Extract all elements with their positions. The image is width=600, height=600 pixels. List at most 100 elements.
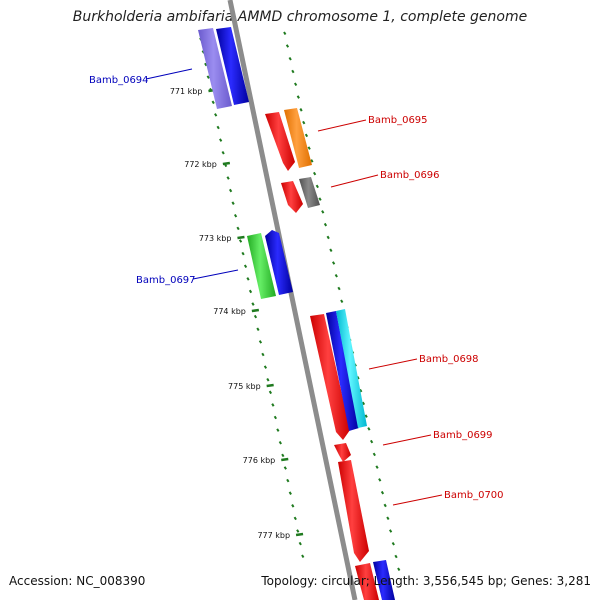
gene-bamb-0696-bar bbox=[281, 181, 303, 213]
leader-line bbox=[330, 174, 379, 188]
kbp-label: 773 kbp bbox=[199, 234, 232, 243]
left-tick bbox=[296, 529, 300, 533]
gene-bamb-0696-part bbox=[299, 177, 320, 208]
gene-label-bamb_0698: Bamb_0698 bbox=[419, 354, 479, 365]
major-tick bbox=[237, 235, 245, 240]
leader-line bbox=[145, 68, 193, 80]
left-tick bbox=[246, 277, 250, 281]
left-tick bbox=[281, 453, 285, 458]
major-tick bbox=[281, 457, 289, 462]
gene-bamb-0697-bar bbox=[265, 230, 293, 295]
kbp-label: 774 kbp bbox=[213, 307, 246, 316]
gene-label-bamb_0695: Bamb_0695 bbox=[368, 115, 428, 126]
left-tick bbox=[214, 113, 218, 117]
map-title: Burkholderia ambifaria AMMD chromosome 1… bbox=[72, 9, 528, 25]
leader-line bbox=[382, 434, 432, 446]
tick-marks bbox=[199, 31, 401, 572]
gene-features bbox=[198, 27, 395, 600]
right-tick bbox=[331, 261, 336, 265]
backbone-line bbox=[227, 0, 358, 600]
kbp-label: 772 kbp bbox=[184, 160, 217, 169]
gene-label-bamb_0697: Bamb_0697 bbox=[136, 275, 196, 286]
gene-bamb-0694-part bbox=[198, 28, 232, 109]
kbp-label: 771 kbp bbox=[170, 87, 203, 96]
right-tick bbox=[307, 146, 311, 150]
right-tick bbox=[302, 120, 306, 125]
right-tick bbox=[334, 273, 338, 278]
kbp-label: 776 kbp bbox=[243, 456, 276, 465]
left-tick bbox=[261, 352, 265, 357]
gene-label-bamb_0694: Bamb_0694 bbox=[89, 75, 149, 86]
label-leaders bbox=[145, 68, 443, 506]
right-tick bbox=[312, 171, 317, 176]
major-tick bbox=[222, 161, 231, 166]
left-tick bbox=[291, 504, 295, 508]
gene-label-bamb_0700: Bamb_0700 bbox=[444, 490, 504, 501]
left-tick bbox=[226, 176, 230, 180]
left-tick bbox=[283, 466, 287, 470]
gene-next-bar bbox=[355, 563, 379, 600]
right-tick bbox=[304, 133, 309, 138]
gene-bamb-0698-part-b bbox=[336, 309, 367, 428]
right-tick bbox=[315, 184, 319, 189]
left-tick bbox=[263, 365, 268, 369]
left-tick bbox=[293, 516, 297, 521]
left-tick bbox=[228, 188, 233, 193]
right-tick bbox=[326, 235, 330, 240]
left-tick bbox=[233, 214, 238, 218]
gene-bamb-0694-bar bbox=[216, 27, 249, 105]
right-tick bbox=[386, 516, 390, 520]
gene-label-bamb_0699: Bamb_0699 bbox=[433, 430, 493, 441]
right-tick bbox=[359, 388, 363, 393]
gene-bamb-0695-part bbox=[284, 108, 312, 168]
gene-bamb-0698-bar bbox=[310, 314, 350, 440]
major-tick bbox=[266, 383, 274, 388]
right-tick bbox=[367, 427, 371, 431]
gene-bamb-0695-bar bbox=[265, 112, 295, 171]
right-tick bbox=[321, 210, 325, 214]
left-tick bbox=[216, 125, 220, 130]
leader-line bbox=[317, 119, 367, 132]
left-tick bbox=[288, 491, 292, 495]
right-tick bbox=[397, 567, 401, 572]
right-tick bbox=[364, 414, 368, 418]
left-tick bbox=[273, 415, 277, 420]
kbp-label: 777 kbp bbox=[257, 531, 290, 540]
left-tick bbox=[219, 138, 223, 142]
right-tick bbox=[323, 222, 328, 227]
gene-next-part bbox=[373, 560, 395, 600]
major-tick bbox=[295, 532, 304, 537]
left-tick bbox=[301, 554, 305, 559]
accession-text: Accession: NC_008390 bbox=[9, 574, 146, 588]
backbone bbox=[227, 0, 358, 600]
left-tick bbox=[211, 100, 215, 105]
left-tick bbox=[231, 201, 235, 205]
left-tick bbox=[286, 478, 290, 483]
right-tick bbox=[291, 69, 295, 74]
left-tick bbox=[243, 264, 248, 268]
left-tick bbox=[204, 62, 208, 67]
gene-bamb-0699-bar bbox=[334, 443, 351, 462]
kbp-label: 775 kbp bbox=[228, 382, 261, 391]
right-tick bbox=[283, 31, 287, 36]
right-tick bbox=[318, 197, 322, 201]
left-tick bbox=[258, 340, 263, 344]
right-tick bbox=[383, 503, 387, 508]
left-tick bbox=[256, 327, 260, 332]
left-tick bbox=[206, 75, 210, 79]
right-tick bbox=[329, 248, 333, 252]
left-tick bbox=[298, 541, 302, 546]
right-tick bbox=[299, 108, 303, 112]
gene-bamb-0697-part bbox=[247, 233, 276, 299]
leader-line bbox=[368, 358, 418, 370]
right-tick bbox=[394, 554, 398, 559]
left-tick bbox=[253, 314, 258, 319]
left-tick bbox=[236, 226, 240, 231]
right-tick bbox=[388, 529, 393, 533]
right-tick bbox=[369, 439, 374, 444]
major-tick bbox=[251, 308, 260, 313]
right-tick bbox=[372, 452, 376, 457]
leader-line bbox=[392, 494, 443, 506]
left-tick bbox=[271, 403, 275, 407]
